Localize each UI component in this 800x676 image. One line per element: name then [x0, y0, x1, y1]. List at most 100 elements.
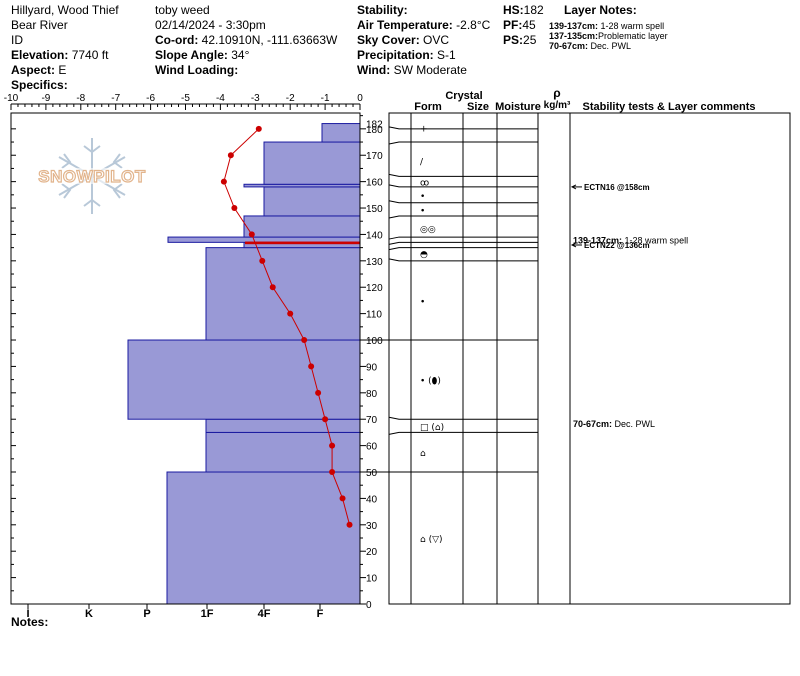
layer-notes-label: Layer Notes:: [564, 3, 637, 17]
elevation-value: 7740 ft: [71, 48, 109, 62]
layer-note-text: 1-28 warm spell: [598, 21, 665, 31]
profile-table: + / ꝏ • • ◎◎ ◓ • • (⬮) □ (⌂) ⌂ ⌂ (▽) ECTN16 @158cm EC…: [360, 112, 791, 605]
hardness-bar: [127, 339, 361, 420]
hardness-label: K: [85, 608, 93, 620]
slope-value: 34°: [231, 48, 250, 62]
layer-connector: [388, 416, 411, 420]
temp-tick-label: -7: [111, 93, 120, 104]
height-tick-label: 20: [366, 547, 378, 558]
layer-connector: [388, 431, 411, 435]
grain-symbol: • (⬮): [420, 377, 441, 387]
temp-point: [255, 125, 262, 132]
stability-header: Stability tests & Layer comments: [582, 101, 755, 113]
plot-frame: [10, 112, 361, 605]
height-tick-label: 80: [366, 389, 378, 400]
temp-tick-label: -9: [41, 93, 50, 104]
aspect: Aspect: E: [11, 63, 119, 78]
header-col3: Stability: Air Temperature: -2.8°C Sky C…: [357, 3, 490, 78]
hardness-label: F: [317, 608, 324, 620]
temp-tick-label: -2: [286, 93, 295, 104]
sky: Sky Cover: OVC: [357, 33, 490, 48]
hs-value: 182: [523, 3, 544, 17]
pf-label: PF:: [503, 18, 523, 32]
sky-value: OVC: [423, 33, 450, 47]
stability-arrow-head: [570, 184, 577, 190]
height-tick-label: 50: [366, 468, 378, 479]
wind-value: SW Moderate: [393, 63, 467, 77]
precip-value: S-1: [437, 48, 456, 62]
grain-symbol: ꝏ: [420, 179, 429, 189]
temp-line: [223, 128, 351, 525]
air-temp-value: -2.8°C: [456, 18, 491, 32]
density-header: kg/m³: [544, 100, 571, 111]
grain-symbol: □ (⌂): [420, 423, 444, 433]
temp-point: [259, 257, 266, 264]
grain-symbol: ◎◎: [420, 225, 436, 235]
air-temp-label: Air Temperature:: [357, 18, 453, 32]
height-top-label: 182: [366, 120, 383, 131]
height-tick-label: 100: [366, 336, 383, 347]
temp-tick-label: 0: [357, 93, 363, 104]
precip: Precipitation: S-1: [357, 48, 490, 63]
temp-point: [308, 363, 315, 370]
layer-note-range: 137-135cm:: [549, 31, 599, 41]
layer-comment: 139-137cm: 1-28 warm spell: [573, 236, 688, 246]
hardness-bar: [243, 215, 361, 238]
temp-point: [339, 495, 346, 502]
datetime: 02/14/2024 - 3:30pm: [155, 18, 266, 32]
header-col2: toby weed 02/14/2024 - 3:30pm Co-ord: 42…: [155, 3, 337, 78]
layer-connector: [388, 141, 411, 145]
layer-note-range: 139-137cm:: [549, 21, 599, 31]
hardness-bar: [263, 186, 361, 217]
ps-value: 25: [523, 33, 537, 47]
table-headers: Crystal Form Size Moisture ρ kg/m³ Stabi…: [414, 86, 755, 113]
temp-point: [248, 231, 255, 238]
layer-connector: [388, 126, 411, 130]
table-frame: [388, 112, 791, 605]
hardness-bar: [205, 247, 361, 341]
height-tick-label: 60: [366, 442, 378, 453]
temp-point: [227, 152, 234, 159]
stability-label: Stability:: [357, 3, 408, 17]
aspect-value: E: [58, 63, 67, 77]
height-tick-label: 150: [366, 204, 383, 215]
observer: toby weed: [155, 3, 210, 17]
location: Hillyard, Wood Thief: [11, 3, 119, 17]
form-header: Form: [414, 101, 442, 113]
hardness-label: 1F: [201, 608, 214, 620]
layer-comment-range: 70-67cm:: [573, 419, 612, 429]
grain-symbol: ◓: [420, 250, 428, 260]
temp-tick-label: -3: [251, 93, 260, 104]
height-tick-label: 90: [366, 362, 378, 373]
moisture-header: Moisture: [495, 101, 541, 113]
state: ID: [11, 33, 23, 47]
rho-header: ρ: [553, 86, 560, 100]
header-col4: HS:182 PF:45 PS:25: [503, 3, 544, 48]
temp-tick-label: -10: [4, 93, 19, 104]
height-tick-label: 180: [366, 125, 383, 136]
grain-symbol: ⌂: [420, 449, 426, 459]
crystal-header: Crystal: [445, 90, 482, 102]
height-tick-label: 170: [366, 151, 383, 162]
layer-connector: [388, 236, 411, 240]
layer-connector: [388, 258, 411, 262]
notes-label: Notes:: [11, 615, 49, 629]
layer-connector: [388, 215, 411, 219]
slope: Slope Angle: 34°: [155, 48, 337, 63]
grain-symbol: •: [420, 192, 425, 202]
layer-notes: Layer Notes: 139-137cm: 1-28 warm spell …: [549, 3, 668, 51]
specifics-label: Specifics:: [11, 78, 68, 92]
hardness-bar: [205, 418, 361, 433]
stability-test-label: ECTN22 @136cm: [584, 241, 650, 250]
hardness-bar: [263, 141, 361, 185]
stability-test-label: ECTN16 @158cm: [584, 183, 650, 192]
temp-point: [301, 337, 308, 344]
temp-point: [322, 416, 329, 423]
hs-label: HS:: [503, 3, 524, 17]
grain-symbol: •: [420, 297, 425, 307]
layer-comment-text: 1-28 warm spell: [622, 236, 688, 246]
temp-point: [329, 442, 336, 449]
temp-point: [269, 284, 276, 291]
layer-connector: [388, 200, 411, 204]
elevation: Elevation: 7740 ft: [11, 48, 119, 63]
